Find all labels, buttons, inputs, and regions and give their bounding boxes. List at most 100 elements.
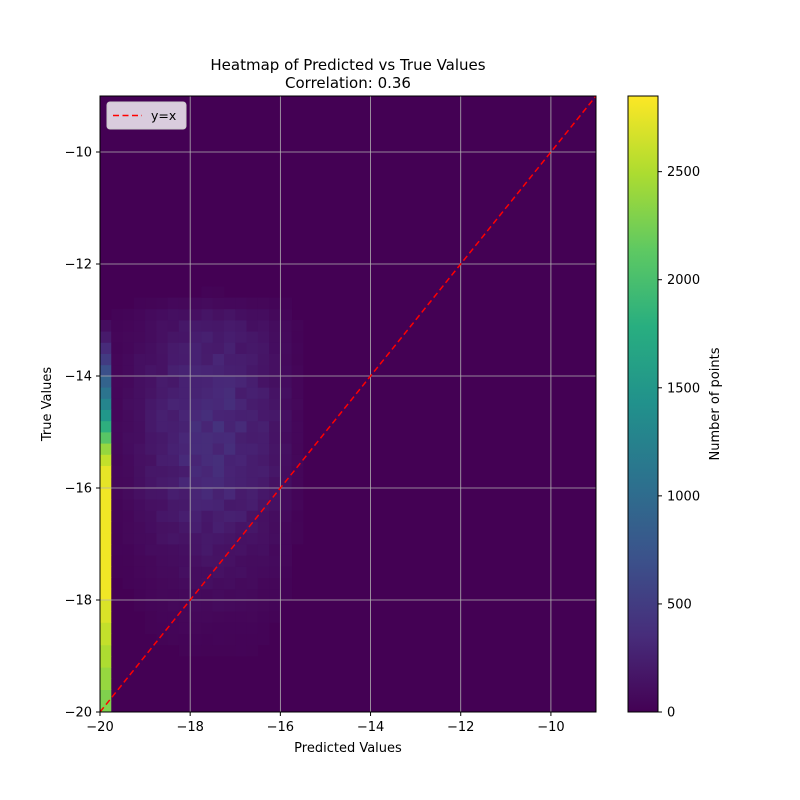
heatmap-cell xyxy=(133,432,146,444)
heatmap-cell xyxy=(212,364,225,377)
heatmap-cell xyxy=(201,443,214,455)
heatmap-cell xyxy=(178,432,191,444)
heatmap-cell xyxy=(201,454,214,466)
heatmap-cell xyxy=(291,409,304,422)
heatmap-cell xyxy=(235,308,247,321)
heatmap-cell xyxy=(178,521,191,534)
heatmap-cell xyxy=(145,432,157,444)
heatmap-cell xyxy=(156,544,169,556)
heatmap-cell xyxy=(156,588,169,601)
heatmap-cell xyxy=(167,364,180,377)
heatmap-cell xyxy=(167,376,180,388)
heatmap-cell xyxy=(280,465,293,478)
heatmap-cell xyxy=(145,611,157,623)
heatmap-cell xyxy=(122,488,135,500)
heatmap-cell xyxy=(178,297,191,310)
heatmap-cell xyxy=(145,331,157,343)
heatmap-cell xyxy=(167,633,180,646)
heatmap-edge-cell xyxy=(100,656,112,668)
heatmap-cell xyxy=(224,353,236,366)
heatmap-cell xyxy=(257,532,270,545)
heatmap-cell xyxy=(145,376,157,388)
heatmap-cell xyxy=(122,510,135,522)
heatmap-cell xyxy=(269,588,281,601)
heatmap-cell xyxy=(201,297,214,310)
heatmap-cell xyxy=(133,376,146,388)
heatmap-cell xyxy=(178,376,191,388)
heatmap-cell xyxy=(145,510,157,522)
heatmap-cell xyxy=(224,420,236,433)
heatmap-cell xyxy=(291,521,304,534)
heatmap-cell xyxy=(224,600,236,612)
heatmap-cell xyxy=(212,611,225,623)
heatmap-cell xyxy=(291,331,304,343)
heatmap-cell xyxy=(246,443,259,455)
heatmap-edge-cell xyxy=(100,633,112,646)
heatmap-cell xyxy=(156,297,169,310)
heatmap-cell xyxy=(178,342,191,354)
heatmap-cell xyxy=(257,409,270,422)
heatmap-cell xyxy=(133,465,146,478)
heatmap-cell xyxy=(257,432,270,444)
heatmap-cell xyxy=(178,353,191,366)
heatmap-cell xyxy=(257,364,270,377)
heatmap-cell xyxy=(167,387,180,399)
heatmap-cell xyxy=(178,398,191,410)
heatmap-cell xyxy=(145,476,157,489)
x-tick-label: −18 xyxy=(176,720,203,735)
heatmap-cell xyxy=(280,297,293,310)
heatmap-cell xyxy=(133,331,146,343)
heatmap-cell xyxy=(133,398,146,410)
heatmap-cell xyxy=(280,376,293,388)
heatmap-cell xyxy=(122,353,135,366)
heatmap-cell xyxy=(246,622,259,634)
heatmap-cell xyxy=(167,432,180,444)
heatmap-cell xyxy=(246,364,259,377)
x-tick-label: −10 xyxy=(537,720,564,735)
colorbar-ticks: 0 500 1000 1500 2000 2500 xyxy=(658,165,700,721)
x-axis-ticks: −20 −18 −16 −14 −12 −10 xyxy=(86,712,565,735)
heatmap-cell xyxy=(224,476,236,489)
heatmap-cell xyxy=(280,398,293,410)
heatmap-cell xyxy=(269,320,281,332)
heatmap-cell xyxy=(167,499,180,511)
heatmap-cell xyxy=(246,600,259,612)
heatmap-cell xyxy=(201,353,214,366)
heatmap-cell xyxy=(178,633,191,646)
heatmap-cell xyxy=(178,488,191,500)
heatmap-cell xyxy=(201,342,214,354)
heatmap-cell xyxy=(122,409,135,422)
chart-subtitle: Correlation: 0.36 xyxy=(285,74,411,92)
heatmap-edge-cell xyxy=(100,476,112,489)
heatmap-cell xyxy=(212,465,225,478)
heatmap-cell xyxy=(280,532,293,545)
heatmap-cell xyxy=(291,465,304,478)
heatmap-cell xyxy=(224,320,236,332)
heatmap-cell xyxy=(212,544,225,556)
heatmap-cell xyxy=(156,331,169,343)
heatmap-cell xyxy=(224,465,236,478)
heatmap-cell xyxy=(280,510,293,522)
heatmap-cell xyxy=(212,286,225,298)
heatmap-cell xyxy=(224,521,236,534)
heatmap-cell xyxy=(145,521,157,534)
heatmap-cell xyxy=(269,342,281,354)
heatmap-cell xyxy=(201,499,214,511)
heatmap-cell xyxy=(156,409,169,422)
heatmap-cell xyxy=(257,566,270,578)
heatmap-cell xyxy=(111,308,123,321)
heatmap-cell xyxy=(133,476,146,489)
heatmap-cell xyxy=(145,308,157,321)
heatmap-cell xyxy=(145,488,157,500)
heatmap-cell xyxy=(280,387,293,399)
heatmap-cell xyxy=(167,331,180,343)
heatmap-cell xyxy=(133,566,146,578)
heatmap-edge-cell xyxy=(100,577,112,590)
heatmap-cell xyxy=(178,409,191,422)
heatmap-cell xyxy=(156,454,169,466)
heatmap-cell xyxy=(122,476,135,489)
heatmap-cell xyxy=(122,320,135,332)
heatmap-cell xyxy=(257,353,270,366)
heatmap-cell xyxy=(246,577,259,590)
heatmap-cell xyxy=(201,644,214,657)
